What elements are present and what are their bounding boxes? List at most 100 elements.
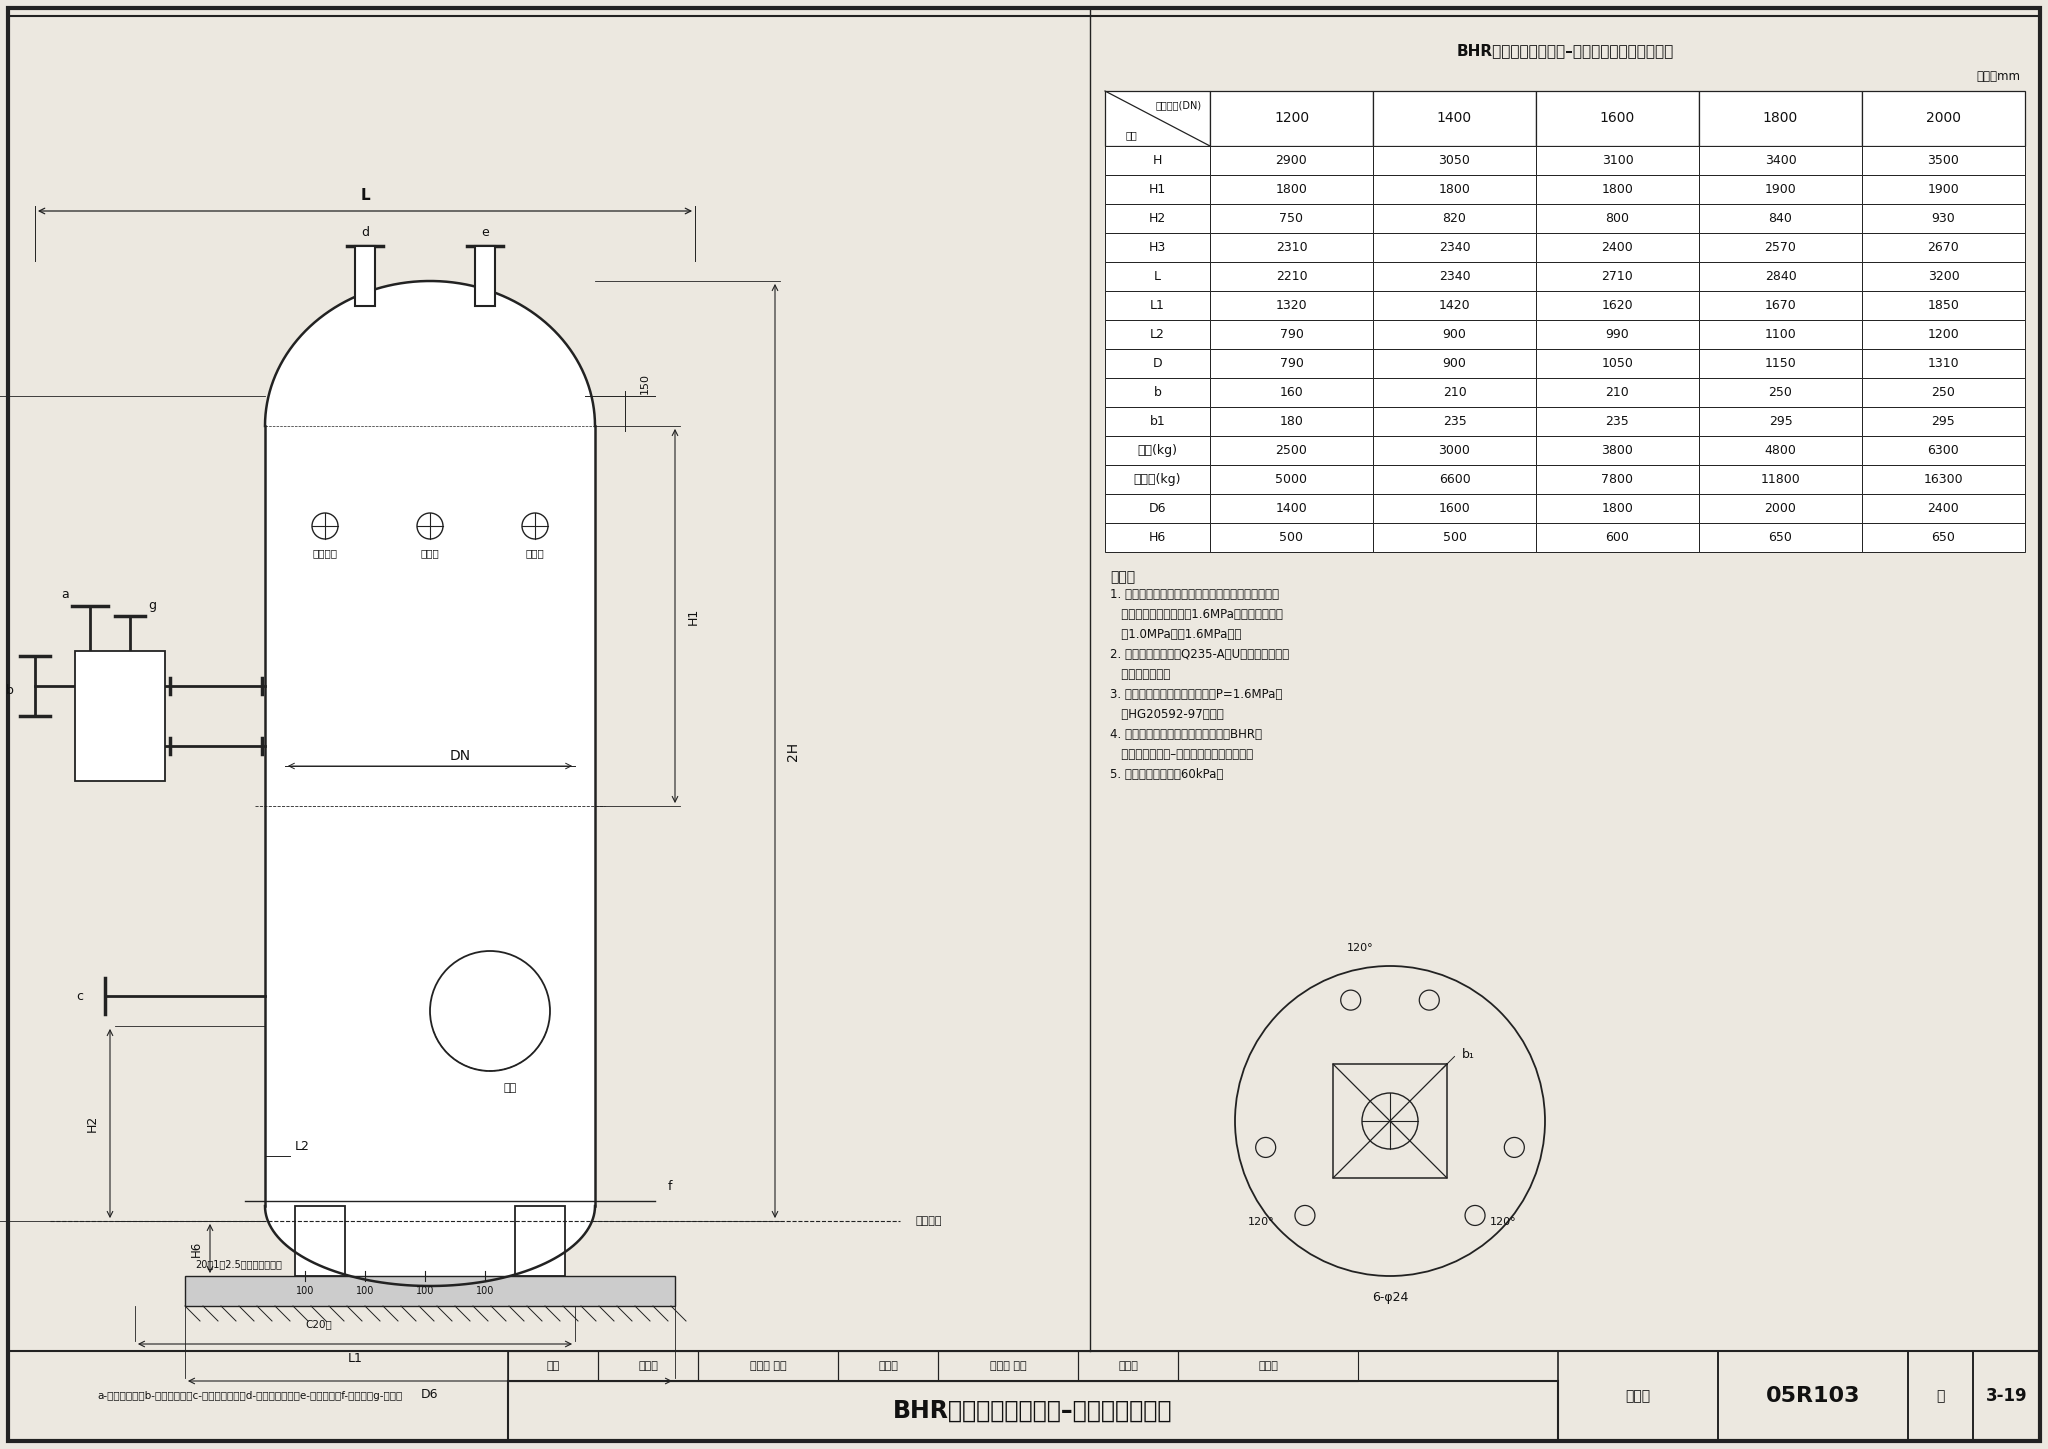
Text: 120°: 120° <box>1247 1217 1274 1227</box>
Text: 测温口: 测温口 <box>526 548 545 558</box>
Text: 3. 管道与换热器连接处的法兰盘P=1.6MPa，: 3. 管道与换热器连接处的法兰盘P=1.6MPa， <box>1110 688 1282 701</box>
Text: 1800: 1800 <box>1602 501 1634 514</box>
Bar <box>1536 378 1700 407</box>
Circle shape <box>1419 990 1440 1010</box>
Bar <box>1210 91 1372 146</box>
Text: 1900: 1900 <box>1927 183 1960 196</box>
Bar <box>598 1350 698 1381</box>
Polygon shape <box>264 1206 596 1285</box>
Text: 3-19: 3-19 <box>1987 1387 2028 1406</box>
Text: 11800: 11800 <box>1761 472 1800 485</box>
Bar <box>1700 233 1862 262</box>
Text: 1600: 1600 <box>1438 501 1470 514</box>
Bar <box>1536 233 1700 262</box>
Text: D: D <box>1153 356 1163 369</box>
Circle shape <box>1341 990 1360 1010</box>
Bar <box>1700 436 1862 465</box>
Text: 郎奇志 设计: 郎奇志 设计 <box>989 1361 1026 1371</box>
Bar <box>1106 291 1210 320</box>
Text: a: a <box>61 587 70 600</box>
Text: 2840: 2840 <box>1765 270 1796 283</box>
Text: 3500: 3500 <box>1927 154 1960 167</box>
Text: 2. 换热器壳件材料为Q235-A，U型管材料为牟山: 2. 换热器壳件材料为Q235-A，U型管材料为牟山 <box>1110 648 1288 661</box>
Text: 790: 790 <box>1280 327 1303 341</box>
Bar <box>1106 378 1210 407</box>
Text: e: e <box>481 226 489 239</box>
Bar <box>1862 320 2025 349</box>
Bar <box>1210 349 1372 378</box>
Bar <box>1536 320 1700 349</box>
Text: 6600: 6600 <box>1438 472 1470 485</box>
Text: 900: 900 <box>1442 327 1466 341</box>
Polygon shape <box>264 281 596 426</box>
Bar <box>1700 291 1862 320</box>
Bar <box>1700 378 1862 407</box>
Bar <box>1210 494 1372 523</box>
Bar <box>1862 91 2025 146</box>
Bar <box>1106 262 1210 291</box>
Text: H1: H1 <box>1149 183 1165 196</box>
Bar <box>184 1277 676 1306</box>
Bar <box>1210 436 1372 465</box>
Text: 3000: 3000 <box>1438 443 1470 456</box>
Text: 20厚1：2.5水泥砂浆找平层: 20厚1：2.5水泥砂浆找平层 <box>195 1259 283 1269</box>
Bar <box>1862 378 2025 407</box>
Text: D6: D6 <box>1149 501 1165 514</box>
Text: 6-φ24: 6-φ24 <box>1372 1291 1409 1304</box>
Text: 朱国升: 朱国升 <box>1118 1361 1139 1371</box>
Text: L2: L2 <box>1151 327 1165 341</box>
Text: 1200: 1200 <box>1927 327 1960 341</box>
Text: 沁小化 校对: 沁小化 校对 <box>750 1361 786 1371</box>
Text: d: d <box>360 226 369 239</box>
Circle shape <box>1294 1206 1315 1226</box>
Bar <box>1700 349 1862 378</box>
Text: 项目: 项目 <box>1124 130 1137 141</box>
Bar <box>838 1350 938 1381</box>
Bar <box>1700 204 1862 233</box>
Text: 100: 100 <box>356 1287 375 1295</box>
Bar <box>1372 175 1536 204</box>
Bar <box>295 1206 344 1277</box>
Bar <box>1536 146 1700 175</box>
Bar <box>1862 291 2025 320</box>
Bar <box>508 1381 1559 1440</box>
Text: 床阀升: 床阀升 <box>1257 1361 1278 1371</box>
Text: 235: 235 <box>1442 414 1466 427</box>
Text: H6: H6 <box>190 1240 203 1256</box>
Text: H3: H3 <box>1149 241 1165 254</box>
Bar <box>1106 175 1210 204</box>
Text: 3200: 3200 <box>1927 270 1960 283</box>
Text: 公称直径(DN): 公称直径(DN) <box>1155 100 1202 110</box>
Bar <box>1372 349 1536 378</box>
Bar <box>1862 494 2025 523</box>
Text: L: L <box>1153 270 1161 283</box>
Bar <box>1372 407 1536 436</box>
Text: L: L <box>360 187 371 203</box>
Bar <box>514 1206 565 1277</box>
Text: L1: L1 <box>1151 298 1165 312</box>
Bar <box>1536 204 1700 233</box>
Text: DN: DN <box>451 749 471 764</box>
Text: L1: L1 <box>348 1352 362 1365</box>
Bar <box>1106 146 1210 175</box>
Text: a-加热水入口；b-加热水出口；c-被加热水入口；d-被加热水出口；e-安全阀口；f-排污口；g-爆气口: a-加热水入口；b-加热水出口；c-被加热水入口；d-被加热水出口；e-安全阀口… <box>98 1391 403 1401</box>
Text: 100: 100 <box>416 1287 434 1295</box>
Bar <box>1210 523 1372 552</box>
Text: 2570: 2570 <box>1765 241 1796 254</box>
Text: 1310: 1310 <box>1927 356 1960 369</box>
Text: 郭奇志: 郭奇志 <box>879 1361 897 1371</box>
Bar <box>1862 465 2025 494</box>
Text: 审核: 审核 <box>547 1361 559 1371</box>
Text: 2000: 2000 <box>1925 112 1962 126</box>
Text: H2: H2 <box>86 1114 98 1132</box>
Text: b: b <box>6 684 14 697</box>
Text: 7800: 7800 <box>1602 472 1634 485</box>
Bar <box>1372 291 1536 320</box>
Bar <box>1700 175 1862 204</box>
Text: 250: 250 <box>1931 385 1956 398</box>
Text: b: b <box>1153 385 1161 398</box>
Text: 单位：mm: 单位：mm <box>1976 70 2019 83</box>
Text: 图集号: 图集号 <box>1626 1390 1651 1403</box>
Bar <box>1536 523 1700 552</box>
Text: 930: 930 <box>1931 212 1956 225</box>
